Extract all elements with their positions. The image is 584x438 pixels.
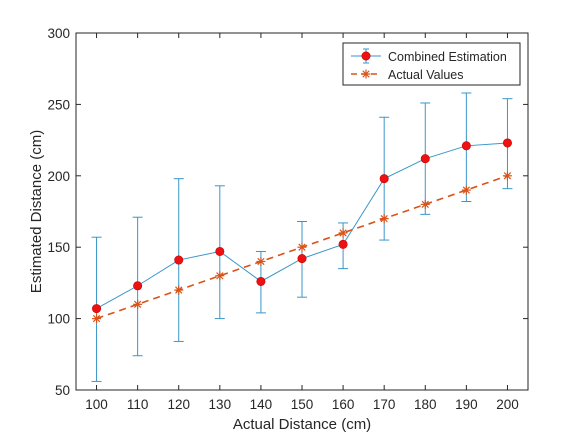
actual-values-point	[215, 271, 225, 281]
x-tick-label: 110	[127, 397, 149, 412]
plot-area	[76, 33, 528, 390]
data-layer	[91, 92, 513, 382]
combined-estimation-point	[215, 246, 225, 256]
legend-box	[342, 42, 521, 86]
x-tick-label: 180	[414, 397, 437, 412]
x-axis-label: Actual Distance (cm)	[233, 416, 371, 433]
actual-values-point	[297, 242, 307, 252]
combined-estimation-point	[174, 255, 184, 265]
x-tick-label: 130	[209, 397, 232, 412]
y-axis-label: Estimated Distance (cm)	[28, 130, 45, 293]
actual-values-point	[502, 171, 512, 181]
combined-estimation-point	[461, 141, 471, 151]
actual-values-point	[256, 256, 266, 266]
legend: Combined Estimation Actual Values	[342, 42, 521, 86]
combined-estimation-point	[379, 174, 389, 184]
combined-estimation-point	[133, 281, 143, 291]
legend-actual-marker	[361, 69, 371, 79]
actual-values-point	[92, 314, 102, 324]
x-tick-label: 160	[332, 397, 355, 412]
y-tick-label: 150	[47, 240, 70, 255]
y-tick-label: 100	[47, 312, 70, 327]
actual-values-point	[174, 285, 184, 295]
y-tick-label: 50	[55, 383, 70, 398]
x-tick-label: 140	[250, 397, 273, 412]
legend-label-actual: Actual Values	[388, 68, 464, 82]
y-tick-label: 250	[47, 97, 70, 112]
y-tick-label: 300	[47, 26, 70, 41]
actual-values-point	[379, 214, 389, 224]
x-tick-label: 100	[85, 397, 108, 412]
combined-estimation-point	[420, 154, 430, 164]
actual-values-point	[420, 199, 430, 209]
actual-values-point	[133, 299, 143, 309]
x-tick-label: 190	[455, 397, 478, 412]
legend-combined-marker	[361, 51, 371, 61]
combined-estimation-point	[338, 239, 348, 249]
actual-values-point	[461, 185, 471, 195]
x-tick-label: 120	[167, 397, 190, 412]
actual-values-point	[338, 228, 348, 238]
combined-estimation-point	[92, 304, 102, 314]
x-tick-label: 150	[291, 397, 314, 412]
axes-layer: 100 110 120 130 140 150 160 170 180 190 200 50 100 15…	[28, 26, 529, 433]
combined-estimation-point	[256, 276, 266, 286]
x-tick-label: 170	[373, 397, 396, 412]
legend-label-combined: Combined Estimation	[388, 50, 507, 64]
x-tick-label: 200	[496, 397, 519, 412]
y-tick-label: 200	[47, 169, 70, 184]
combined-estimation-point	[297, 254, 307, 264]
combined-estimation-point	[502, 138, 512, 148]
